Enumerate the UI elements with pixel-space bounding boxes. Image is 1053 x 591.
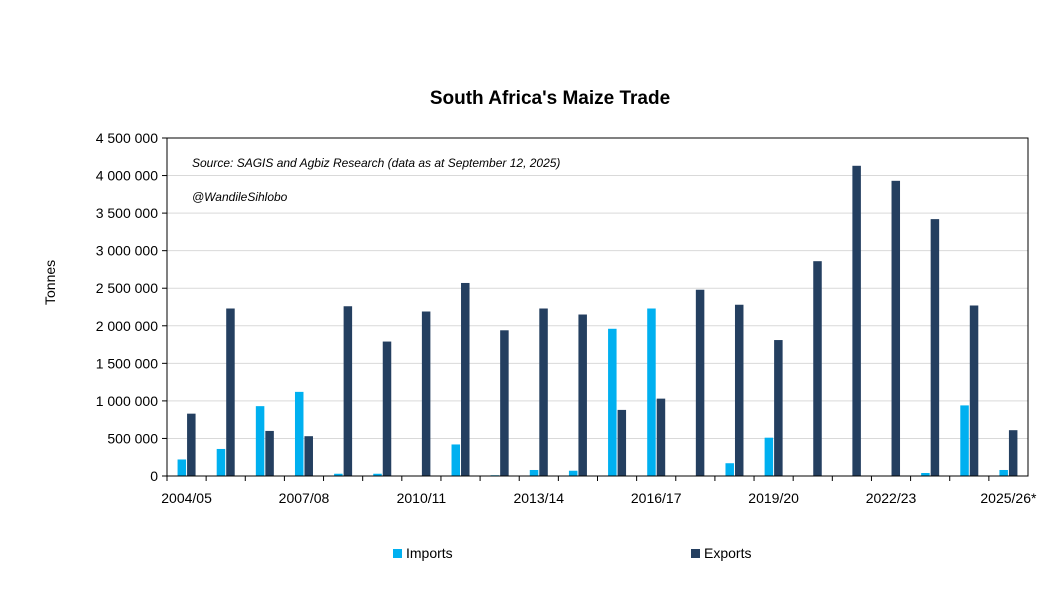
bar-imports-2013/14 — [529, 469, 539, 476]
bar-imports-2025/26* — [999, 469, 1008, 476]
bar-exports-2020/21 — [813, 261, 822, 476]
y-tick-label: 2 000 000 — [96, 318, 158, 334]
chart-title: South Africa's Maize Trade — [429, 88, 671, 109]
legend-label-imports: Imports — [406, 545, 453, 561]
bar-imports-2005/06 — [216, 448, 226, 476]
bar-exports-2010/11 — [421, 311, 431, 476]
bar-exports-2007/08 — [304, 436, 313, 476]
x-tick-label: 2004/05 — [161, 490, 212, 506]
y-tick-label: 3 000 000 — [96, 243, 158, 259]
bar-exports-2022/23 — [891, 180, 901, 476]
bars — [177, 165, 1018, 476]
bar-imports-2011/12 — [451, 444, 461, 476]
bar-imports-2004/05 — [177, 459, 187, 476]
bar-exports-2005/06 — [226, 308, 235, 476]
bar-exports-2024/25 — [969, 305, 979, 476]
legend-item-imports: Imports — [393, 545, 453, 561]
bar-exports-2012/13 — [500, 330, 509, 476]
bar-exports-2009/10 — [382, 341, 392, 476]
y-tick-label: 3 500 000 — [96, 205, 158, 221]
x-tick-label: 2007/08 — [279, 490, 330, 506]
bar-imports-2016/17 — [647, 308, 656, 476]
bar-exports-2021/22 — [852, 165, 861, 476]
bar-exports-2011/12 — [461, 282, 470, 476]
bar-imports-2009/10 — [373, 473, 382, 476]
bar-exports-2016/17 — [656, 398, 666, 476]
bar-exports-2004/05 — [187, 413, 196, 476]
bar-exports-2014/15 — [578, 314, 587, 476]
y-tick-label: 1 500 000 — [96, 355, 158, 371]
x-tick-label: 2013/14 — [513, 490, 564, 506]
bar-imports-2023/24 — [921, 472, 930, 476]
y-tick-label: 4 000 000 — [96, 168, 158, 184]
x-tick-label: 2022/23 — [866, 490, 917, 506]
x-tick-label: 2016/17 — [631, 490, 682, 506]
author-annotation: @WandileSihlobo — [192, 190, 288, 204]
bar-exports-2017/18 — [695, 289, 705, 476]
bar-exports-2025/26* — [1008, 430, 1018, 476]
bar-imports-2006/07 — [255, 406, 265, 476]
source-annotation: Source: SAGIS and Agbiz Research (data a… — [192, 156, 560, 170]
legend-swatch-exports — [691, 548, 700, 558]
x-tick-label: 2025/26* — [980, 490, 1037, 506]
y-tick-label: 4 500 000 — [96, 130, 158, 146]
legend-label-exports: Exports — [704, 545, 752, 561]
y-tick-label: 1 000 000 — [96, 393, 158, 409]
bar-exports-2013/14 — [539, 308, 548, 476]
bar-exports-2015/16 — [617, 409, 627, 476]
y-tick-label: 2 500 000 — [96, 280, 158, 296]
bar-exports-2006/07 — [265, 430, 274, 476]
bar-exports-2008/09 — [343, 306, 353, 476]
x-tick-label: 2019/20 — [748, 490, 799, 506]
bar-imports-2007/08 — [294, 391, 304, 476]
bar-exports-2019/20 — [774, 340, 783, 476]
bar-exports-2023/24 — [930, 219, 940, 476]
bar-imports-2019/20 — [764, 437, 774, 476]
bar-imports-2018/19 — [725, 463, 734, 476]
bar-imports-2015/16 — [608, 328, 617, 476]
x-axis-ticks: 2004/05 2007/08 2010/11 2013/14 2016/17 2019/… — [161, 476, 1037, 506]
y-tick-label: 0 — [150, 468, 158, 484]
gridlines — [167, 175, 1028, 439]
bar-imports-2008/09 — [334, 473, 343, 476]
bar-imports-2024/25 — [960, 405, 969, 476]
bar-exports-2018/19 — [734, 304, 744, 476]
y-tick-label: 500 000 — [107, 430, 158, 446]
legend-swatch-imports — [393, 548, 402, 558]
bar-imports-2014/15 — [568, 470, 578, 476]
y-axis-ticks: 0 500 000 1 000 000 1 500 000 2 000 000 2 500… — [96, 130, 167, 484]
legend-item-exports: Exports — [691, 545, 751, 561]
x-tick-label: 2010/11 — [397, 490, 447, 506]
